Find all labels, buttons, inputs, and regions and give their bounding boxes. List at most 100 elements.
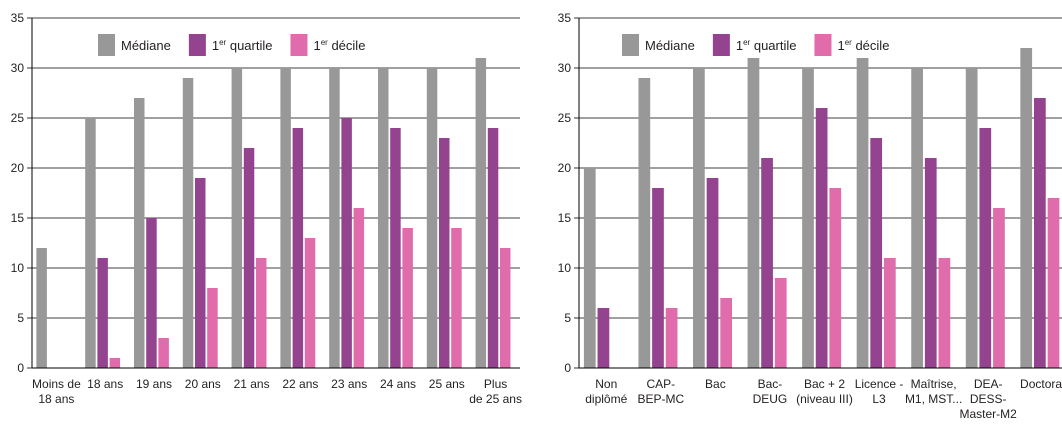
y-tick-label: 10 xyxy=(558,261,572,275)
bar-decile xyxy=(451,228,462,368)
legend-swatch xyxy=(290,34,308,56)
y-tick-label: 10 xyxy=(11,261,25,275)
y-tick-label: 5 xyxy=(564,311,571,325)
bar-quartile xyxy=(97,258,108,368)
bar-mediane xyxy=(965,68,978,368)
legend-swatch xyxy=(188,34,206,56)
chart-age-svg: 0 5 10 15 20 25 30 35 Moins de 18 ans 18 ans 19 ans… xyxy=(11,11,522,406)
x-tick-label: Doctorat xyxy=(1020,377,1062,391)
bar-mediane xyxy=(85,118,96,368)
bar-decile xyxy=(1047,198,1060,368)
x-tick-label: 22 ans xyxy=(282,377,318,391)
y-tick-label: 35 xyxy=(558,11,572,25)
legend-label: 1er quartile xyxy=(736,38,797,53)
y-tick-label: 30 xyxy=(558,61,572,75)
bar-mediane xyxy=(377,68,389,368)
bar-decile xyxy=(109,358,121,368)
bar-quartile xyxy=(652,188,664,368)
x-tick-label: 19 ans xyxy=(136,377,172,391)
bar-mediane xyxy=(747,58,760,368)
x-tick-label: Maîtrise, M1, MST... xyxy=(905,377,962,406)
y-tick-label: 5 xyxy=(17,311,24,325)
bar-mediane xyxy=(638,78,651,368)
y-tick-label: 25 xyxy=(11,111,25,125)
bar-mediane xyxy=(329,68,340,368)
y-tick-label: 20 xyxy=(558,161,572,175)
chart-diploma-svg: 0 5 10 15 20 25 30 35 Non diplômé CAP-BEP-MC Bac Bac… xyxy=(558,11,1062,421)
y-tick-label: 30 xyxy=(11,61,25,75)
bar-mediane xyxy=(1020,48,1033,368)
bar-decile xyxy=(883,258,896,368)
bar-decile xyxy=(720,298,733,368)
bar-quartile xyxy=(815,108,828,368)
y-tick-label: 35 xyxy=(11,11,25,25)
x-tick-label: Bac + 2 (niveau III) xyxy=(796,377,853,406)
bar-quartile xyxy=(761,158,773,368)
legend-label: Médiane xyxy=(645,38,695,53)
bar-decile xyxy=(402,228,413,368)
x-tick-label: CAP-BEP-MC xyxy=(637,377,684,406)
legend-label: 1er décile xyxy=(837,38,889,53)
x-tick-label: 23 ans xyxy=(331,377,367,391)
legend-swatch xyxy=(622,34,639,56)
bar-mediane xyxy=(133,98,145,368)
legend-label: Médiane xyxy=(121,38,171,53)
legend-label: 1er décile xyxy=(313,38,365,53)
bar-quartile xyxy=(870,138,883,368)
x-tick-label: Bac-DEUG xyxy=(753,377,788,406)
bar-decile xyxy=(255,258,267,368)
bar-mediane xyxy=(856,58,869,368)
bar-decile xyxy=(353,208,365,368)
bar-mediane xyxy=(475,58,487,368)
x-tick-label: 20 ans xyxy=(185,377,221,391)
bar-mediane xyxy=(231,68,243,368)
y-tick-label: 25 xyxy=(558,111,572,125)
y-tick-label: 15 xyxy=(11,211,25,225)
x-tick-label: Bac xyxy=(705,377,726,391)
y-tick-label: 0 xyxy=(17,361,24,375)
bar-quartile xyxy=(292,128,304,368)
legend-swatch xyxy=(712,34,730,56)
x-tick-label: 18 ans xyxy=(87,377,123,391)
x-tick-label: Non diplômé xyxy=(585,377,627,406)
bar-mediane xyxy=(182,78,194,368)
x-tick-label: DEA-DESS-Master-M2 xyxy=(959,377,1017,421)
bar-quartile xyxy=(487,128,499,368)
bar-quartile xyxy=(706,178,719,368)
bar-mediane xyxy=(583,168,596,368)
y-tick-label: 15 xyxy=(558,211,572,225)
bar-quartile xyxy=(597,308,610,368)
chart-age: 0 5 10 15 20 25 30 35 Moins de 18 ans 18 ans 19 ans… xyxy=(0,0,530,435)
bar-mediane xyxy=(280,68,291,368)
y-tick-label: 0 xyxy=(564,361,571,375)
x-tick-label: 21 ans xyxy=(234,377,270,391)
bar-decile xyxy=(993,208,1005,368)
bar-quartile xyxy=(194,178,206,368)
bar-decile xyxy=(829,188,842,368)
x-tick-label: Plus de 25 ans xyxy=(469,377,522,406)
bar-quartile xyxy=(979,128,992,368)
bar-mediane xyxy=(802,68,814,368)
bar-decile xyxy=(665,308,678,368)
bar-mediane xyxy=(36,248,47,368)
bar-decile xyxy=(774,278,787,368)
bar-decile xyxy=(304,238,316,368)
legend-swatch xyxy=(98,34,115,56)
x-tick-label: Moins de 18 ans xyxy=(32,377,81,406)
legend-label: 1er quartile xyxy=(212,38,273,53)
chart-diploma: 0 5 10 15 20 25 30 35 Non diplômé CAP-BEP-MC Bac Bac… xyxy=(530,0,1062,435)
bar-decile xyxy=(499,248,511,368)
bar-mediane xyxy=(426,68,438,368)
x-tick-label: 25 ans xyxy=(429,377,465,391)
bar-quartile xyxy=(341,118,352,368)
bar-decile xyxy=(207,288,218,368)
x-tick-label: Licence -L3 xyxy=(855,377,904,406)
y-tick-label: 20 xyxy=(11,161,25,175)
bar-quartile xyxy=(924,158,937,368)
bar-decile xyxy=(938,258,951,368)
bar-decile xyxy=(158,338,169,368)
bar-mediane xyxy=(911,68,923,368)
bar-mediane xyxy=(693,68,705,368)
bar-quartile xyxy=(243,148,255,368)
x-tick-label: 24 ans xyxy=(380,377,416,391)
